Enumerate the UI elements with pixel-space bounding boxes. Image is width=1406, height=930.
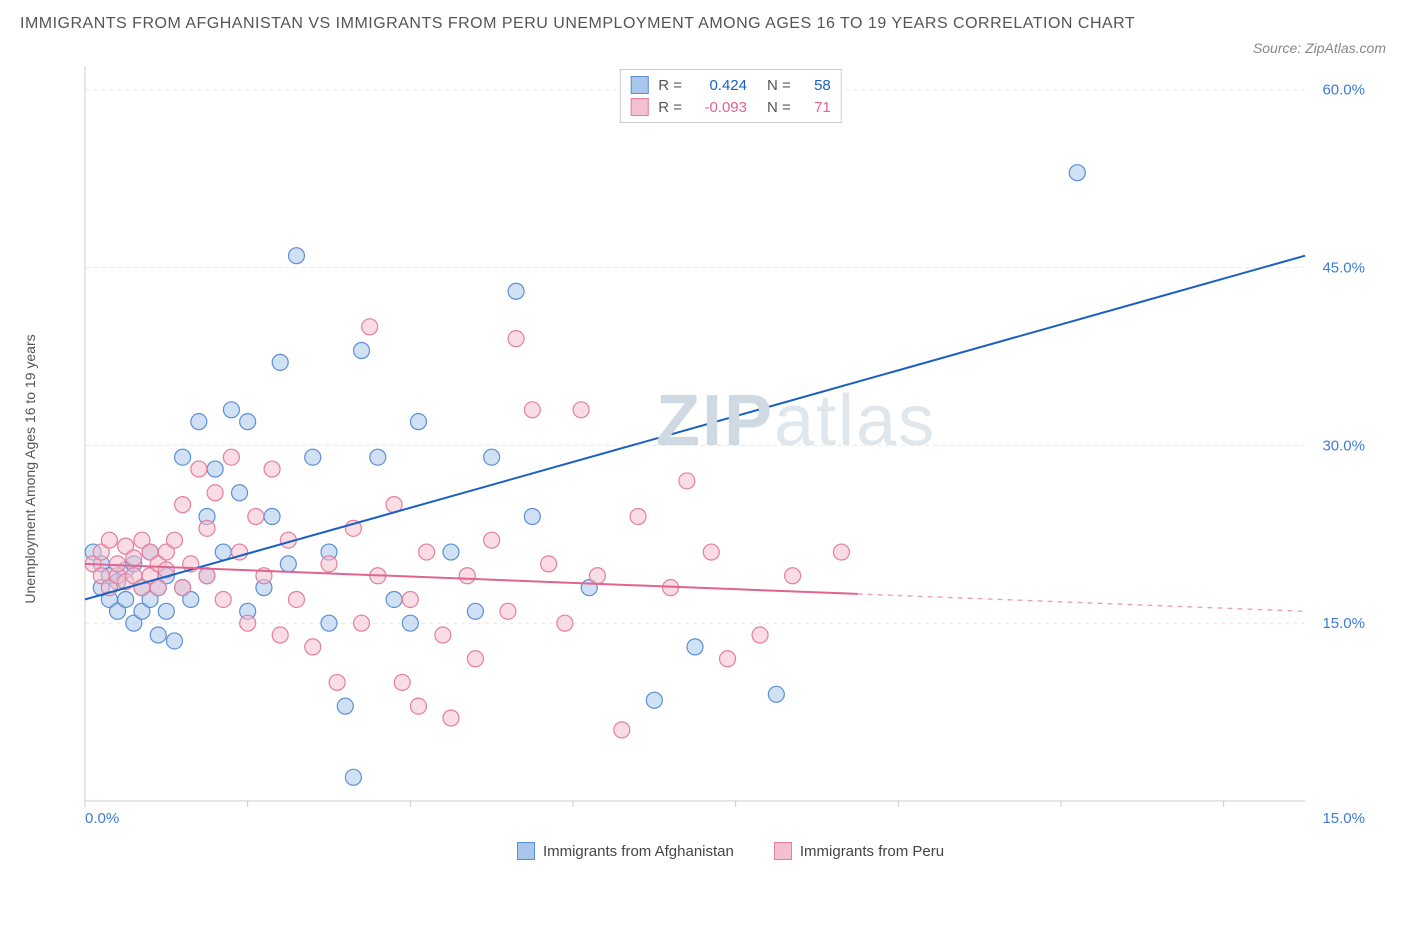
svg-text:0.0%: 0.0% xyxy=(85,810,119,827)
correlation-legend: R = 0.424 N = 58 R = -0.093 N = 71 xyxy=(619,69,842,123)
svg-text:15.0%: 15.0% xyxy=(1322,810,1365,827)
series-legend: Immigrants from AfghanistanImmigrants fr… xyxy=(75,836,1386,860)
scatter-chart: 15.0% 30.0% 45.0% 60.0% 0.0% 15.0% xyxy=(75,61,1375,831)
svg-text:15.0%: 15.0% xyxy=(1322,615,1365,632)
chart-title: IMMIGRANTS FROM AFGHANISTAN VS IMMIGRANT… xyxy=(20,10,1135,39)
svg-text:30.0%: 30.0% xyxy=(1322,437,1365,454)
svg-text:60.0%: 60.0% xyxy=(1322,82,1365,99)
y-axis-label: Unemployment Among Ages 16 to 19 years xyxy=(22,334,38,603)
source-attribution: Source: ZipAtlas.com xyxy=(1253,40,1386,56)
chart-container: Unemployment Among Ages 16 to 19 years Z… xyxy=(20,61,1386,860)
svg-text:45.0%: 45.0% xyxy=(1322,260,1365,277)
